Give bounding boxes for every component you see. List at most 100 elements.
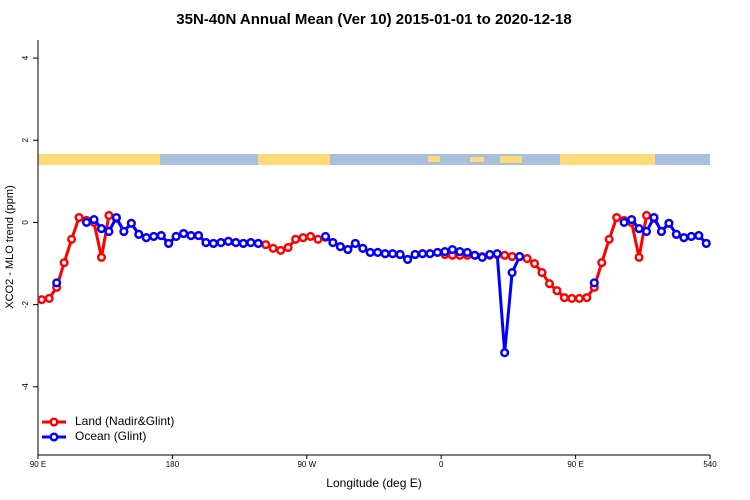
- x-tick-label: 90 E: [567, 460, 583, 469]
- data-point: [313, 234, 323, 244]
- x-tick-label: 540: [703, 460, 717, 469]
- data-point: [335, 242, 345, 252]
- data-point: [134, 229, 144, 239]
- data-point: [410, 249, 420, 260]
- data-point: [298, 233, 308, 243]
- data-point: [186, 231, 196, 241]
- data-point: [104, 210, 114, 221]
- data-point: [634, 252, 644, 262]
- data-point: [627, 215, 637, 225]
- data-point: [686, 231, 696, 241]
- data-point: [305, 231, 316, 241]
- data-point: [253, 238, 263, 248]
- data-point: [582, 293, 592, 303]
- y-axis-label: XCO2 - MLO trend (ppm): [4, 185, 16, 308]
- data-point: [223, 236, 233, 246]
- data-point: [492, 249, 502, 259]
- data-point: [193, 231, 204, 241]
- data-point: [171, 231, 181, 241]
- data-point: [500, 348, 510, 358]
- series-line: [41, 213, 708, 302]
- data-point: [81, 217, 92, 227]
- y-tick-label: 2: [21, 137, 30, 142]
- x-axis-label: Longitude (deg E): [326, 476, 421, 490]
- data-point: [328, 238, 338, 248]
- data-point: [208, 238, 219, 248]
- data-point: [612, 212, 622, 223]
- data-point: [447, 245, 457, 255]
- data-point: [417, 249, 428, 259]
- data-point: [268, 243, 278, 253]
- data-point: [104, 226, 114, 237]
- data-point: [485, 249, 495, 260]
- data-point: [52, 278, 62, 288]
- data-point: [373, 247, 383, 257]
- data-point: [470, 250, 480, 260]
- data-point: [89, 215, 99, 225]
- data-point: [96, 224, 107, 234]
- y-tick-label: -2: [21, 301, 30, 309]
- data-point: [552, 286, 562, 296]
- y-tick-label: 0: [21, 220, 30, 225]
- data-point: [544, 279, 555, 289]
- data-point: [679, 233, 689, 243]
- legend-label: Land (Nadir&Glint): [75, 414, 174, 428]
- data-point: [201, 238, 211, 248]
- data-point: [395, 249, 405, 260]
- data-point: [559, 293, 569, 303]
- data-point: [380, 249, 390, 259]
- data-point: [425, 249, 435, 259]
- data-point: [44, 293, 54, 304]
- data-point: [574, 293, 584, 304]
- data-point: [276, 245, 286, 255]
- data-point: [462, 247, 472, 257]
- x-tick-label: 180: [166, 460, 180, 469]
- data-point: [320, 231, 331, 241]
- data-point: [403, 254, 413, 264]
- data-point: [664, 218, 674, 228]
- data-point: [522, 254, 532, 264]
- data-point: [96, 252, 107, 262]
- legend-label: Ocean (Glint): [75, 429, 146, 443]
- data-point: [283, 242, 293, 253]
- data-point: [388, 249, 398, 259]
- data-point: [567, 293, 577, 304]
- data-point: [246, 238, 256, 248]
- data-point: [500, 250, 510, 260]
- data-point: [156, 231, 166, 241]
- data-point: [440, 247, 450, 257]
- data-point: [126, 218, 136, 228]
- data-point: [641, 210, 652, 221]
- data-point: [164, 238, 174, 248]
- data-point: [529, 258, 540, 269]
- data-point: [149, 231, 159, 241]
- data-point: [701, 238, 711, 248]
- legend-marker: [49, 417, 59, 427]
- data-point: [604, 234, 614, 244]
- data-point: [231, 238, 241, 248]
- data-point: [589, 278, 599, 288]
- data-point: [432, 247, 443, 257]
- x-tick-label: 90 E: [30, 460, 46, 469]
- data-point: [291, 234, 301, 244]
- data-point: [119, 226, 129, 237]
- data-point: [216, 238, 226, 248]
- data-point: [477, 252, 487, 262]
- data-point: [515, 251, 525, 262]
- data-point: [649, 212, 659, 223]
- chart-title: 35N-40N Annual Mean (Ver 10) 2015-01-01 …: [176, 11, 571, 28]
- y-tick-label: -4: [21, 383, 30, 391]
- y-tick-label: 4: [21, 55, 30, 60]
- data-point: [656, 226, 667, 237]
- land-ocean-map: [38, 154, 710, 165]
- data-point: [537, 268, 547, 278]
- data-point: [641, 226, 652, 237]
- data-point: [67, 234, 77, 244]
- data-point: [694, 231, 704, 241]
- data-point: [59, 258, 69, 268]
- data-point: [350, 238, 360, 248]
- data-point: [111, 212, 121, 223]
- data-point: [634, 224, 644, 234]
